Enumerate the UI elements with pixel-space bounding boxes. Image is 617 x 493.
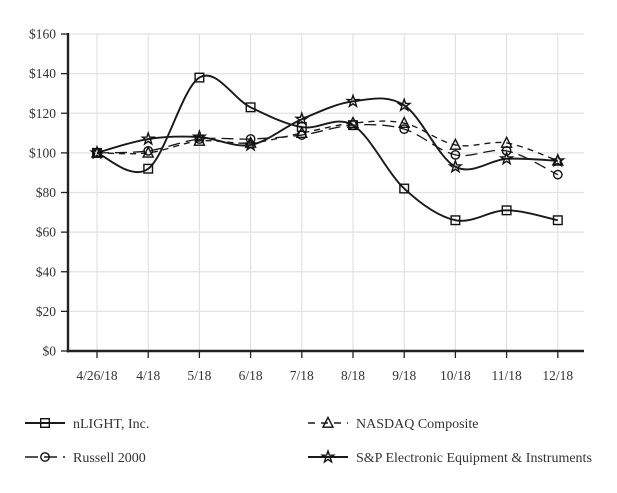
star-marker-icon: [191, 128, 208, 144]
y-tick-label: $140: [29, 66, 56, 81]
series-line-s-p-electronic-equipment-instruments: [96, 97, 558, 171]
series-line-russell-2000: [96, 123, 559, 176]
square-marker-icon: [194, 72, 205, 83]
triangle-marker-icon: [346, 116, 360, 129]
y-tick-label: $160: [29, 27, 56, 42]
legend-item-s-p-electronic-equipment-instruments: S&P Electronic Equipment & Instruments: [308, 448, 592, 466]
legend-label: nLIGHT, Inc.: [73, 417, 149, 432]
triangle-marker-icon: [398, 116, 411, 129]
triangle-marker-icon: [295, 125, 308, 138]
x-tick-label: 11/18: [491, 368, 521, 383]
x-tick-label: 5/18: [187, 368, 211, 383]
circle-marker-icon: [348, 120, 358, 131]
legend-label: NASDAQ Composite: [356, 417, 479, 432]
square-marker-icon: [501, 205, 512, 216]
legend-label: Russell 2000: [73, 451, 146, 466]
square-marker-icon: [40, 418, 51, 429]
triangle-marker-icon: [551, 153, 564, 166]
square-marker-icon: [399, 183, 410, 194]
circle-marker-icon: [245, 134, 256, 144]
circle-marker-icon: [399, 124, 410, 135]
y-tick-label: $20: [36, 304, 57, 319]
star-marker-icon: [320, 448, 336, 464]
y-tick-label: $80: [36, 185, 57, 200]
square-marker-icon: [143, 163, 154, 174]
x-tick-label: 10/18: [440, 368, 471, 383]
series-markers-russell-2000: [92, 120, 563, 180]
y-tick-label: $40: [36, 264, 57, 279]
star-marker-icon: [498, 150, 515, 166]
x-tick-label: 7/18: [290, 368, 314, 383]
series-markers-s-p-electronic-equipment-instruments: [89, 93, 566, 174]
circle-marker-icon: [40, 452, 50, 462]
star-marker-icon: [550, 152, 566, 168]
x-tick-label: 6/18: [239, 368, 263, 383]
legend-item-nlight-inc: nLIGHT, Inc.: [25, 417, 149, 432]
x-tick-label: 8/18: [341, 368, 365, 383]
y-tick-label: $120: [29, 106, 56, 121]
y-tick-label: $60: [36, 225, 57, 240]
x-tick-label: 9/18: [392, 368, 416, 383]
circle-marker-icon: [143, 145, 154, 156]
y-tick-label: $100: [29, 145, 56, 160]
star-marker-icon: [242, 136, 259, 152]
triangle-marker-icon: [321, 415, 335, 428]
star-marker-icon: [447, 158, 464, 174]
circle-marker-icon: [501, 145, 512, 156]
star-marker-icon: [396, 97, 412, 112]
square-marker-icon: [552, 215, 563, 226]
legend-label: S&P Electronic Equipment & Instruments: [356, 451, 592, 466]
circle-marker-icon: [296, 130, 307, 140]
square-marker-icon: [450, 215, 461, 226]
triangle-marker-icon: [449, 137, 462, 150]
star-marker-icon: [140, 130, 156, 146]
legend-item-nasdaq-composite: NASDAQ Composite: [308, 415, 479, 432]
x-tick-label: 12/18: [542, 368, 573, 383]
square-marker-icon: [245, 102, 256, 113]
star-marker-icon: [345, 93, 361, 108]
x-tick-label: 4/26/18: [76, 368, 118, 383]
star-marker-icon: [294, 111, 310, 126]
x-tick-label: 4/18: [136, 368, 160, 383]
circle-marker-icon: [194, 134, 205, 144]
star-marker-icon: [89, 144, 105, 160]
circle-marker-icon: [552, 169, 563, 180]
series-line-nasdaq-composite: [96, 120, 559, 162]
legend-item-russell-2000: Russell 2000: [25, 451, 146, 466]
y-tick-label: $0: [43, 344, 57, 359]
triangle-marker-icon: [142, 145, 155, 158]
